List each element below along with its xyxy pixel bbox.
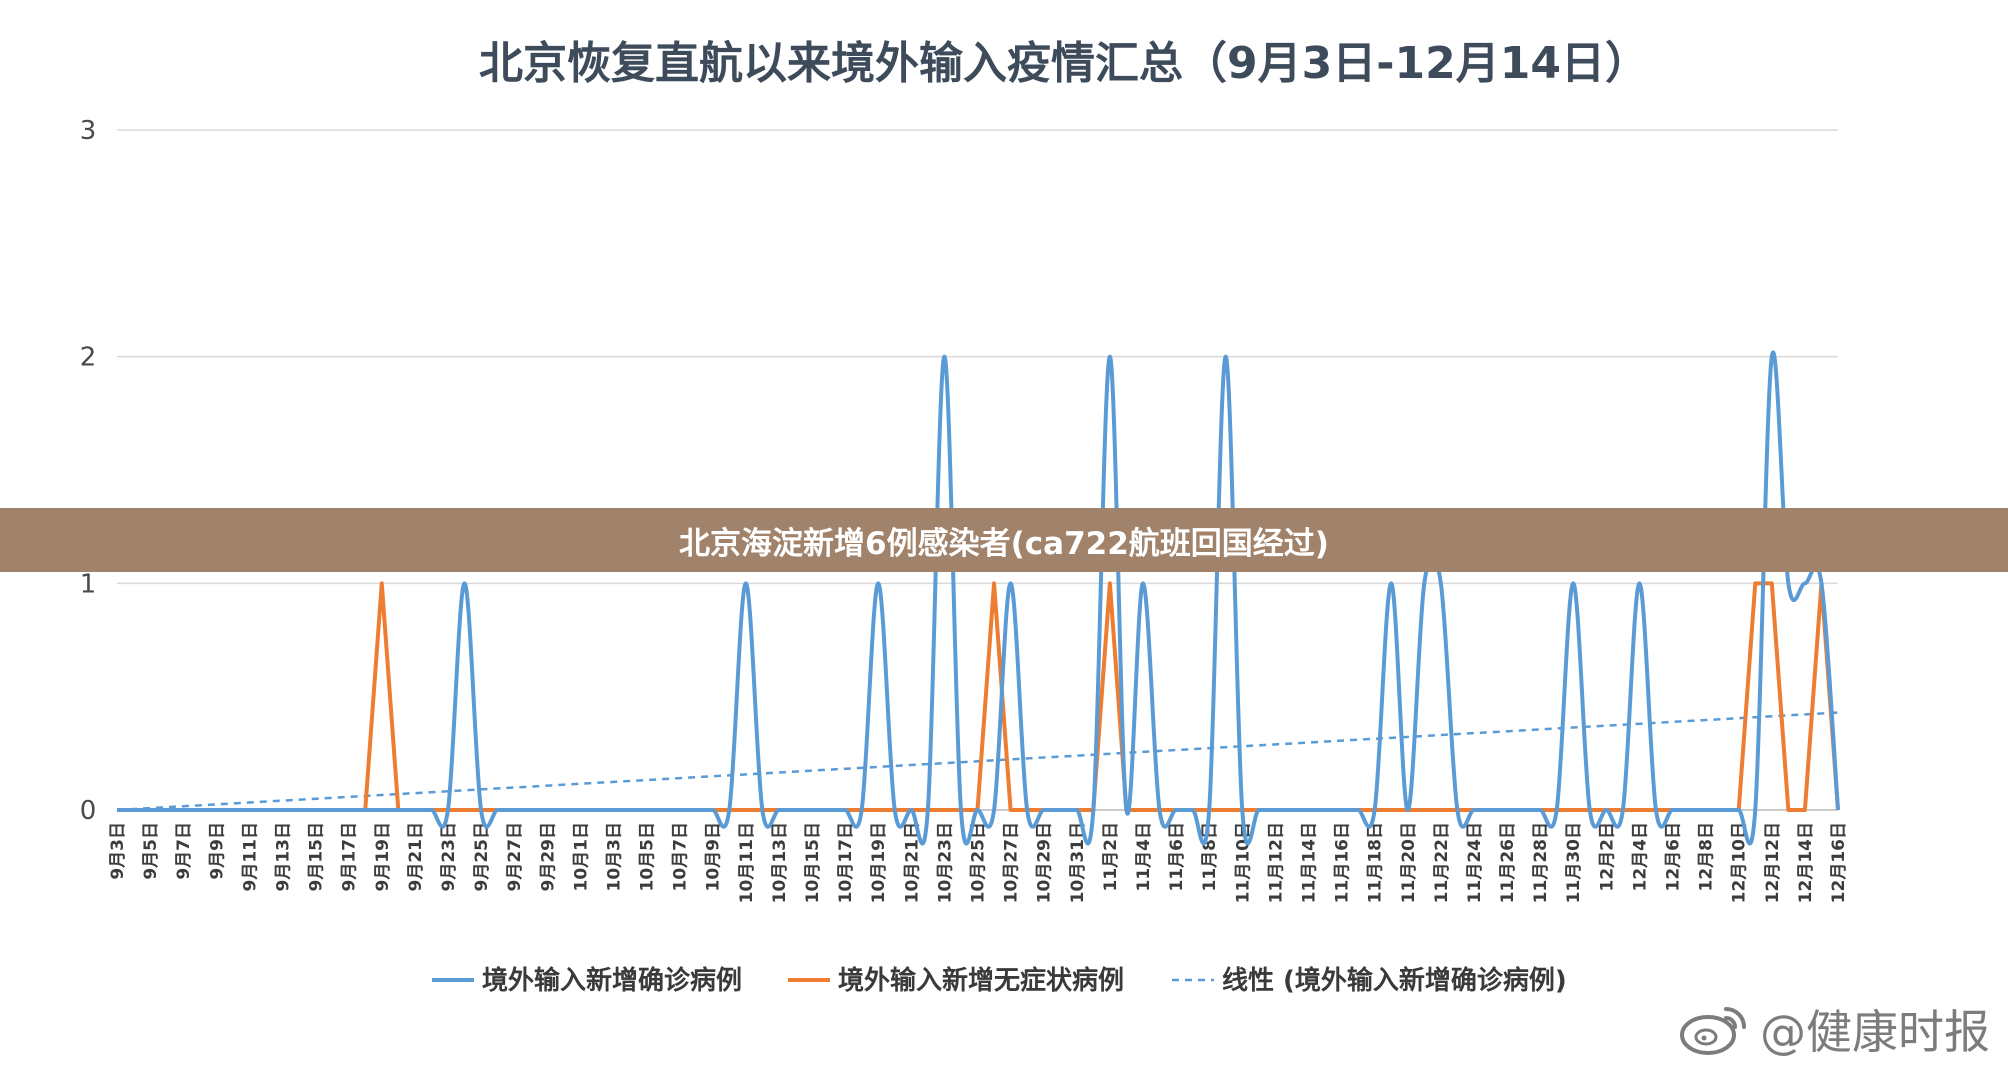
series-layer bbox=[116, 350, 1840, 846]
legend-item-confirmed: 境外输入新增确诊病例 bbox=[432, 965, 742, 996]
y-tick-label: 0 bbox=[80, 796, 97, 826]
x-tick-label: 11月26日 bbox=[1498, 822, 1518, 903]
x-tick-label: 10月1日 bbox=[571, 822, 591, 892]
x-tick-label: 9月23日 bbox=[439, 822, 459, 892]
x-tick-label: 10月27日 bbox=[1002, 822, 1022, 903]
x-tick-label: 9月13日 bbox=[273, 822, 293, 892]
x-tick-label: 11月30日 bbox=[1564, 822, 1584, 903]
x-tick-label: 9月11日 bbox=[240, 822, 260, 892]
gridlines bbox=[117, 129, 1838, 811]
x-tick-label: 10月7日 bbox=[671, 822, 691, 892]
x-axis: 9月3日 9月5日 9月7日 9月9日 9月11日 9月13日 9月15日 9月17日 9月19… bbox=[108, 809, 1849, 903]
x-tick-label: 9月29日 bbox=[538, 822, 558, 892]
legend-label: 境外输入新增确诊病例 bbox=[482, 965, 742, 996]
y-tick-label: 2 bbox=[80, 343, 97, 373]
x-tick-label: 10月13日 bbox=[770, 822, 790, 903]
x-tick-label: 9月27日 bbox=[505, 822, 525, 892]
x-tick-label: 9月21日 bbox=[406, 822, 426, 892]
x-tick-label: 11月18日 bbox=[1366, 822, 1386, 903]
x-tick-label: 11月22日 bbox=[1432, 822, 1452, 903]
x-tick-label: 12月2日 bbox=[1597, 822, 1617, 892]
x-tick-label: 10月31日 bbox=[1068, 822, 1088, 903]
watermark-text: @健康时报 bbox=[1760, 1005, 1990, 1059]
x-tick-label: 9月7日 bbox=[174, 822, 194, 880]
x-tick-label: 10月29日 bbox=[1035, 822, 1055, 903]
x-tick-label: 11月24日 bbox=[1465, 822, 1485, 903]
x-tick-label: 10月17日 bbox=[836, 822, 856, 903]
chart-title: 北京恢复直航以来境外输入疫情汇总（9月3日-12月14日） bbox=[479, 38, 1649, 89]
x-tick-label: 12月12日 bbox=[1763, 822, 1783, 903]
x-tick-label: 12月14日 bbox=[1796, 822, 1816, 903]
y-tick-label: 1 bbox=[80, 569, 97, 599]
x-tick-label: 10月15日 bbox=[803, 822, 823, 903]
x-tick-label: 11月28日 bbox=[1531, 822, 1551, 903]
x-tick-label: 9月19日 bbox=[373, 822, 393, 892]
x-tick-label: 12月16日 bbox=[1829, 822, 1849, 903]
headline-banner: 北京海淀新增6例感染者(ca722航班回国经过) bbox=[0, 508, 2008, 572]
headline-text: 北京海淀新增6例感染者(ca722航班回国经过) bbox=[679, 525, 1329, 562]
x-tick-label: 11月2日 bbox=[1101, 822, 1121, 892]
weibo-icon bbox=[1680, 1007, 1746, 1055]
y-tick-label: 3 bbox=[80, 116, 97, 146]
x-tick-label: 12月8日 bbox=[1697, 822, 1717, 892]
x-tick-label: 9月17日 bbox=[340, 822, 360, 892]
x-tick-label: 11月20日 bbox=[1399, 822, 1419, 903]
x-tick-label: 12月6日 bbox=[1664, 822, 1684, 892]
x-tick-label: 10月23日 bbox=[935, 822, 955, 903]
legend-label: 境外输入新增无症状病例 bbox=[838, 965, 1124, 996]
x-tick-label: 9月25日 bbox=[472, 822, 492, 892]
series-line-confirmed bbox=[117, 350, 1840, 846]
x-tick-label: 9月3日 bbox=[108, 822, 128, 880]
x-tick-label: 10月3日 bbox=[604, 822, 624, 892]
x-tick-label: 12月10日 bbox=[1730, 822, 1750, 903]
series-line-asymptomatic bbox=[117, 581, 1840, 812]
x-tick-label: 9月9日 bbox=[207, 822, 227, 880]
x-tick-label: 11月8日 bbox=[1200, 822, 1220, 892]
legend: 境外输入新增确诊病例 境外输入新增无症状病例 线性 (境外输入新增确诊病例) bbox=[432, 965, 1567, 996]
watermark: @健康时报 bbox=[1678, 996, 1990, 1062]
x-tick-label: 9月15日 bbox=[307, 822, 327, 892]
x-tick-label: 10月5日 bbox=[638, 822, 658, 892]
legend-item-trend: 线性 (境外输入新增确诊病例) bbox=[1172, 965, 1567, 996]
y-axis: 0 1 2 3 bbox=[80, 116, 97, 826]
legend-label: 线性 (境外输入新增确诊病例) bbox=[1222, 965, 1567, 996]
x-tick-label: 9月5日 bbox=[141, 822, 161, 880]
x-tick-label: 10月21日 bbox=[902, 822, 922, 903]
legend-item-asymptomatic: 境外输入新增无症状病例 bbox=[788, 965, 1124, 996]
x-tick-label: 10月19日 bbox=[869, 822, 889, 903]
x-tick-label: 10月25日 bbox=[969, 822, 989, 903]
x-tick-label: 11月16日 bbox=[1333, 822, 1353, 903]
trend-line bbox=[116, 711, 1839, 812]
x-tick-label: 11月14日 bbox=[1299, 822, 1319, 903]
x-tick-label: 12月4日 bbox=[1630, 822, 1650, 892]
x-tick-label: 11月4日 bbox=[1134, 822, 1154, 892]
x-tick-label: 10月9日 bbox=[704, 822, 724, 892]
x-tick-label: 11月6日 bbox=[1167, 822, 1187, 892]
x-tick-label: 10月11日 bbox=[737, 822, 757, 903]
x-tick-label: 11月12日 bbox=[1266, 822, 1286, 903]
